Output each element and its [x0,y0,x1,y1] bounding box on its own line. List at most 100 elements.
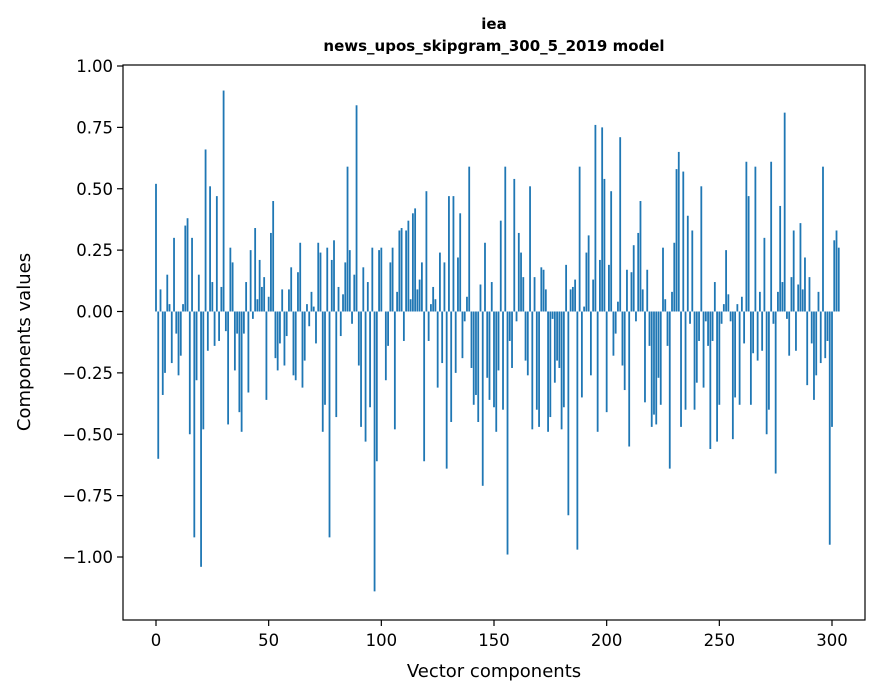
bar [770,161,773,312]
bar [650,311,653,427]
bar [344,262,347,312]
bar [326,247,329,312]
x-tick-label: 300 [816,631,848,650]
bar [824,311,827,359]
bar [831,311,833,427]
bar [522,277,525,312]
bar [585,252,588,312]
bar [549,311,552,418]
bar [342,294,344,312]
bar [603,178,606,312]
bar [475,311,477,395]
bar [299,242,302,312]
bar [734,311,737,398]
bar [725,250,727,312]
bar [308,311,311,327]
bar [655,311,658,425]
bar [608,264,610,312]
bar [583,306,586,312]
bar [281,289,284,312]
bar [450,311,453,422]
bar [312,306,315,312]
bar [819,311,822,364]
bar [443,262,446,312]
x-tick-label: 150 [478,631,510,650]
bar [524,311,527,361]
bar [479,284,482,312]
bar [772,311,775,324]
bar [197,274,200,312]
bar [768,311,770,410]
bar [716,311,718,442]
y-tick-label: 0.50 [76,180,113,199]
bar [430,304,432,312]
bar [457,257,459,312]
bar [319,252,322,312]
bar [402,311,405,341]
bar [391,247,394,312]
bar [806,311,809,386]
bar [704,311,707,322]
bar [267,296,270,312]
bar [175,311,178,334]
bar [815,311,818,376]
bar [517,232,520,312]
bar [184,225,187,312]
bar [407,220,410,312]
bar [387,311,389,346]
bar [186,218,189,312]
bar [822,166,824,312]
bar [420,262,423,312]
bar [599,259,601,312]
bar [711,311,714,341]
bar [810,311,813,344]
bar [360,311,362,427]
bar [414,208,417,312]
bar [535,311,538,410]
bar [245,282,248,312]
bar [729,311,732,322]
bar [439,252,441,312]
bar [709,311,712,449]
bar [538,311,540,427]
bar [790,277,793,312]
bar [605,311,608,413]
bar [339,311,342,337]
bar [436,311,439,388]
x-axis-ticks: 0 50 100 150 200 250 300 [151,620,848,650]
bar [193,311,196,538]
bar [195,311,198,381]
bar [272,201,275,312]
bar [369,311,371,408]
bar [434,299,437,312]
bar [808,277,811,312]
y-tick-label: 0.00 [76,303,113,322]
bar [206,311,209,351]
bar [506,311,509,555]
bar [686,215,689,312]
bar [508,311,511,341]
bar [646,269,649,312]
bar [756,311,759,361]
bar [565,264,568,312]
bar [596,311,599,432]
bar [335,311,338,418]
bar [166,274,169,312]
bar [740,296,743,312]
bar [558,311,561,368]
bar [265,311,268,400]
bar [617,301,619,312]
bar [675,169,678,312]
bar [718,311,721,405]
bar [463,311,466,322]
bar [592,279,595,312]
bar [204,149,207,312]
bar [664,299,667,312]
bar [684,311,687,410]
bar [695,311,698,383]
bar [662,247,664,312]
bar [630,272,633,312]
bar [170,311,173,364]
bar [328,311,331,538]
bar [495,311,498,432]
